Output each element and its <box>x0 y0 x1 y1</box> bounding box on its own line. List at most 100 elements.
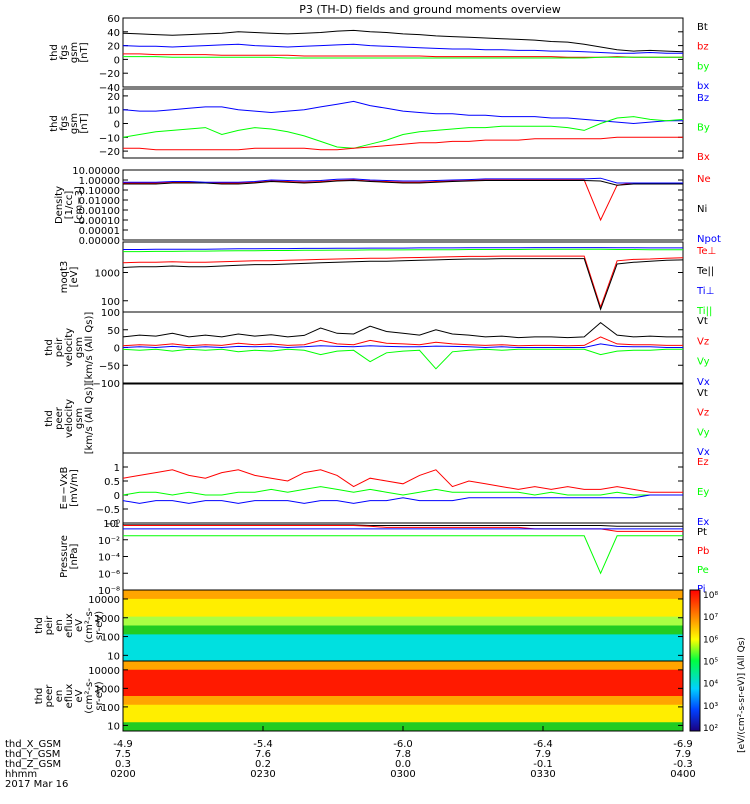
legend-entry: Bz <box>697 93 709 104</box>
series-line-Ex <box>122 494 683 504</box>
colorbar-label: [eV/(cm²-s-sr-eV)] (All Qs) <box>737 637 747 753</box>
legend-entry: Vt <box>697 316 708 327</box>
legend-entry: Ey <box>697 487 709 498</box>
legend-entry: Vy <box>697 357 710 368</box>
x-tick-label: -0.1 <box>533 759 553 770</box>
panel-10: 10000100010010thdpeerenefluxeV(cm²-s-sr-… <box>34 660 684 732</box>
y-axis-label-line: [1/cc] <box>64 191 75 220</box>
y-tick-label: 10⁻² <box>98 536 120 547</box>
y-tick-label: 1 <box>114 463 120 474</box>
panel-frame <box>122 17 684 88</box>
series-line-Bt <box>122 29 684 53</box>
legend-entry: Vz <box>697 408 709 419</box>
y-axis-label-line: moqt3 <box>59 261 70 294</box>
x-tick-label: -0.3 <box>673 759 693 770</box>
y-tick-label: −100 <box>93 379 120 390</box>
y-tick-label: 20 <box>107 92 120 103</box>
y-tick-label: −40 <box>99 83 120 94</box>
colorbar-tick-label: 10⁷ <box>703 613 718 623</box>
series-line-Vx <box>122 343 683 349</box>
y-axis-label-line: E=−VxB <box>59 467 70 510</box>
y-tick-label: 0.5 <box>104 477 120 488</box>
y-axis-label-line: en <box>54 690 65 703</box>
figure-title: P3 (TH-D) fields and ground moments over… <box>299 3 561 16</box>
heatmap-band <box>123 625 683 635</box>
y-axis-label-line: thd <box>49 44 60 61</box>
date-label: 2017 Mar 16 <box>5 779 68 790</box>
legend-entry: Vx <box>697 447 710 458</box>
y-axis-label-line: en <box>54 619 65 632</box>
y-axis-label-line: fgs <box>59 116 70 131</box>
x-tick-label: 0400 <box>670 769 695 780</box>
x-tick-label: 7.9 <box>675 749 691 760</box>
x-axis-labels: thd_X_GSM -4.9 -5.4 -6.0 -6.4 -6.9 thd_Y_GSM 7.… <box>5 726 696 790</box>
x-row-label: thd_Y_GSM <box>5 749 60 760</box>
y-axis-label: E=−VxB[mV/m] <box>59 467 80 510</box>
y-axis-label-line: peir <box>44 615 55 635</box>
y-axis-label: thdpeirenefluxeV(cm²-s-sr-eV) <box>34 607 105 643</box>
panel-8: 10⁰ 10⁻² 10⁻⁴ 10⁻⁶ 10⁻⁸ Pressure[nPa] Pt Pb Pe Pi <box>59 519 709 597</box>
x-tick-label: 7.8 <box>395 749 411 760</box>
y-axis-label-line: (cm²-s- <box>84 678 95 714</box>
y-axis-label: thdfgsgsm[nT] <box>49 42 90 63</box>
y-axis-label-line: (cm²-s- <box>84 607 95 643</box>
heatmap-band <box>123 607 683 618</box>
y-tick-label: 40 <box>107 28 120 39</box>
y-tick-label: 10⁰ <box>103 519 120 530</box>
x-tick-label: 0200 <box>110 769 135 780</box>
y-tick-label: 0 <box>114 55 120 66</box>
panel-9: 10000100010010thdpeirenefluxeV(cm²-s-sr-… <box>34 589 684 662</box>
colorbar-tick-label: 10⁴ <box>703 680 718 690</box>
series-line-Vz <box>122 336 683 347</box>
x-tick-label: 0.2 <box>255 759 271 770</box>
legend-entry: By <box>697 123 710 134</box>
legend-entry: Pb <box>697 546 709 557</box>
y-tick-label: 0.00001 <box>79 226 120 237</box>
x-tick-label: -5.4 <box>253 739 273 750</box>
y-axis-label-line: sr-eV) <box>94 611 105 640</box>
y-tick-label: 100 <box>101 703 120 714</box>
legend-entry: bz <box>697 42 709 53</box>
x-tick-label: 0230 <box>250 769 275 780</box>
y-axis-label-line: thd <box>44 339 55 356</box>
y-axis-label-line: gsm <box>74 337 85 358</box>
series-line-Te|| <box>122 258 684 311</box>
legend-entry: Ti|| <box>696 306 712 317</box>
y-axis-label-line: thd <box>34 617 45 634</box>
legend-entry: Vx <box>697 377 710 388</box>
panel-3: 10.000001.000000.100000.010000.001000.00… <box>54 166 721 247</box>
y-tick-label: −50 <box>99 361 120 372</box>
x-tick-label: -4.9 <box>113 739 133 750</box>
colorbar-tick-label: 10³ <box>703 702 718 712</box>
legend-entry: Vy <box>697 427 710 438</box>
legend-entry: Pi <box>697 584 706 595</box>
heatmap-band <box>123 590 683 600</box>
y-tick-label: 1.00000 <box>79 176 120 187</box>
y-tick-label: 100 <box>101 633 120 644</box>
y-axis-label-line: sr-eV) <box>94 681 105 710</box>
legend-entry: Ez <box>697 457 709 468</box>
x-tick-label: -6.4 <box>533 739 553 750</box>
y-axis-label-line: thd <box>44 410 55 427</box>
y-axis-label: thdpeirvelocitygsm[km/s (All Qs)] <box>44 312 95 384</box>
colorbar-tick-label: 10⁸ <box>703 591 718 601</box>
legend-entry: Pe <box>697 565 709 576</box>
y-tick-label: −20 <box>99 69 120 80</box>
heatmap-band <box>123 669 683 679</box>
y-tick-label: 100 <box>101 308 120 319</box>
series-line-bx <box>122 43 683 54</box>
y-axis-label-line: [nT] <box>79 113 90 133</box>
y-axis-label-line: eflux <box>64 684 75 709</box>
panel-frame <box>122 169 684 241</box>
y-axis-label-line: [nPa] <box>69 543 80 569</box>
y-tick-label: −0.5 <box>96 505 120 516</box>
heatmap-band <box>123 704 683 714</box>
y-axis-label-line: [mV/m] <box>69 469 80 507</box>
y-tick-label: −1 <box>105 519 120 530</box>
heatmap-band <box>123 678 683 688</box>
x-tick-label: -6.9 <box>673 739 693 750</box>
y-axis-label-line: eV <box>74 619 85 632</box>
